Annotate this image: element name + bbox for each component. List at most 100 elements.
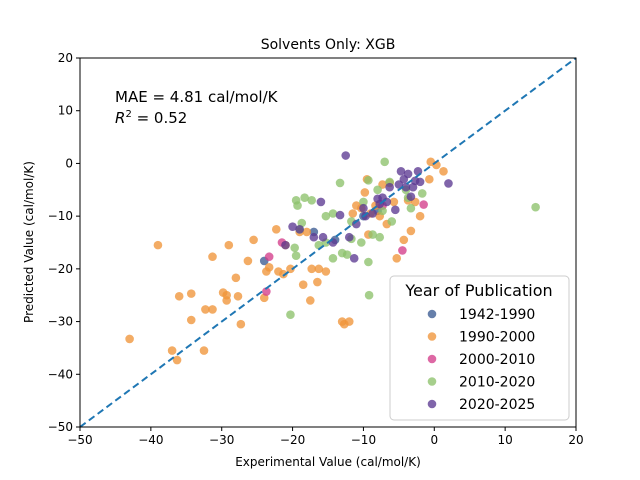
data-point [406, 226, 416, 236]
x-tick-label: 0 [430, 433, 438, 447]
data-point [264, 252, 274, 262]
r2-value: = 0.52 [132, 109, 188, 127]
x-tick-label: −30 [209, 433, 234, 447]
x-tick-label: −50 [67, 433, 92, 447]
y-axis-ticks: −50 −40 −30 −20 −10 0 10 20 [48, 51, 80, 434]
data-point [186, 315, 196, 325]
y-tick-label: 0 [65, 156, 73, 170]
y-tick-label: 20 [58, 51, 73, 65]
data-point [368, 209, 377, 218]
data-point [425, 174, 434, 184]
data-point [364, 257, 373, 267]
data-point [357, 238, 366, 247]
data-point [531, 202, 540, 212]
x-tick-label: 20 [568, 433, 583, 447]
mae-annotation: MAE = 4.81 cal/mol/K [115, 88, 279, 106]
data-point [359, 203, 368, 213]
data-point [153, 240, 163, 250]
legend-label: 2010-2020 [459, 375, 535, 391]
data-point [444, 179, 453, 188]
legend-marker [427, 332, 437, 341]
data-point [406, 203, 416, 213]
legend-label: 2000-2010 [459, 352, 535, 368]
data-point [286, 264, 295, 274]
identity-reference-line [79, 57, 577, 428]
data-point [403, 169, 413, 179]
data-points [125, 151, 540, 365]
data-point [328, 254, 338, 263]
data-point [167, 346, 177, 355]
legend-title: Year of Publication [404, 281, 552, 300]
data-point [231, 273, 241, 283]
data-point [335, 210, 345, 220]
data-point [406, 192, 416, 201]
x-axis-label: Experimental Value (cal/mol/K) [235, 455, 421, 469]
data-point [364, 175, 373, 185]
data-point [249, 235, 258, 245]
data-point [375, 232, 385, 242]
data-point [321, 211, 331, 221]
data-point [199, 346, 209, 355]
data-point [305, 296, 315, 305]
y-axis-label: Predicted Value (cal/mol/K) [22, 161, 36, 323]
data-point [398, 246, 407, 255]
legend-label: 1990-2000 [459, 330, 535, 346]
data-point [233, 291, 243, 301]
data-point [295, 225, 304, 234]
legend-label: 2020-2025 [459, 397, 535, 413]
data-point [201, 305, 210, 314]
data-point [318, 232, 328, 242]
data-point [314, 264, 324, 274]
data-point [313, 277, 322, 287]
x-tick-label: 10 [498, 433, 513, 447]
data-point [186, 289, 196, 298]
data-point [378, 206, 387, 216]
y-tick-label: 10 [58, 104, 73, 118]
legend-marker [427, 399, 437, 409]
data-point [208, 252, 217, 262]
x-tick-label: −20 [280, 433, 305, 447]
legend-items: 1942-1990 1990-2000 2000-2010 2010-2020 2020… [427, 307, 535, 413]
data-point [264, 262, 274, 272]
data-point [391, 205, 400, 215]
data-point [224, 240, 234, 250]
data-point [174, 291, 184, 301]
data-point [262, 287, 271, 296]
y-tick-label: −10 [48, 209, 73, 223]
data-point [341, 151, 351, 160]
data-point [321, 267, 331, 276]
data-point [316, 197, 326, 207]
y-tick-label: −40 [48, 367, 73, 381]
data-point [401, 182, 411, 192]
data-point [279, 269, 288, 279]
data-point [291, 251, 301, 260]
r2-superscript: 2 [125, 109, 131, 120]
data-point [302, 227, 312, 237]
x-tick-label: −10 [351, 433, 376, 447]
data-point [392, 254, 402, 263]
legend-marker [427, 377, 437, 386]
data-point [335, 178, 345, 188]
data-point [125, 334, 134, 344]
data-point [290, 243, 299, 253]
data-point [364, 290, 374, 300]
data-point [243, 256, 253, 266]
r2-symbol: R [115, 109, 125, 127]
data-point [328, 209, 338, 218]
x-tick-label: −40 [138, 433, 163, 447]
data-point [236, 319, 246, 329]
legend-label: 1942-1990 [459, 307, 535, 323]
data-point [385, 182, 394, 192]
data-point [293, 201, 302, 210]
y-tick-label: −30 [48, 315, 73, 329]
data-point [172, 355, 182, 365]
data-point [349, 254, 359, 263]
r2-annotation: R2 = 0.52 [115, 109, 187, 127]
legend-marker [427, 309, 437, 319]
data-point [373, 185, 382, 195]
data-point [208, 305, 217, 314]
data-point [281, 240, 290, 250]
data-point [389, 197, 399, 207]
legend: Year of Publication 1942-1990 1990-2000 20… [389, 275, 570, 421]
